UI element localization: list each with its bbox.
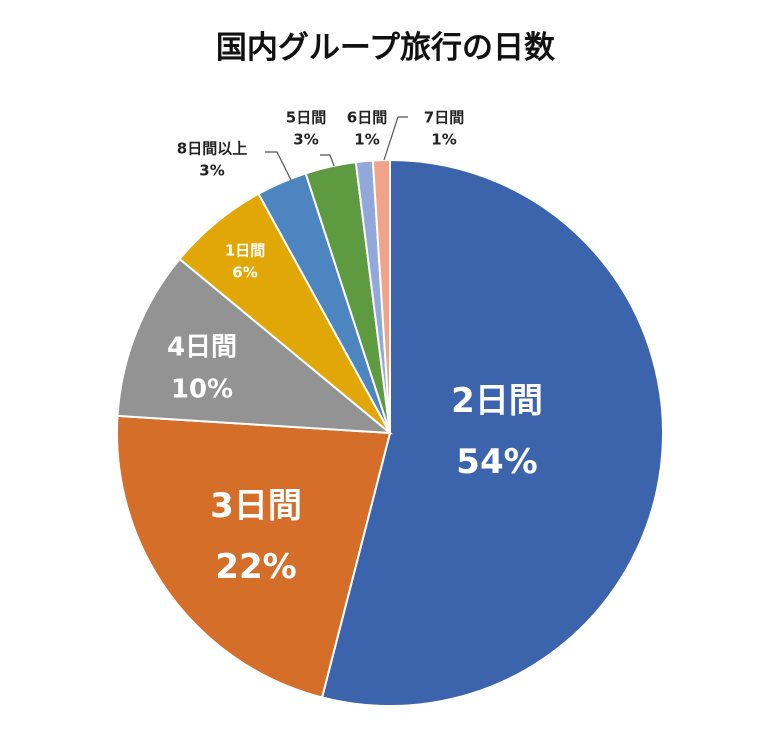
pie-slice-0 bbox=[320, 158, 664, 707]
data-label-2days: 2日間 54% bbox=[451, 380, 543, 482]
chart-title: 国内グループ旅行の日数 bbox=[215, 30, 556, 66]
data-label-4days: 4日間 10% bbox=[166, 332, 238, 404]
pie-slice-1 bbox=[116, 414, 392, 699]
leader-line-5 bbox=[320, 154, 335, 167]
pie-slice-2 bbox=[116, 257, 394, 435]
data-label-3days: 3日間 22% bbox=[210, 485, 302, 587]
data-label-6days: 6日間 1% bbox=[346, 108, 388, 148]
leader-line-8 bbox=[265, 151, 292, 181]
data-label-5days: 5日間 3% bbox=[285, 108, 327, 148]
data-label-7days: 7日間 1% bbox=[423, 108, 465, 148]
data-label-1day: 1日間 6% bbox=[224, 241, 266, 281]
pie-slice-7 bbox=[371, 158, 391, 434]
leader-line-7 bbox=[383, 116, 408, 161]
data-label-8days-plus: 8日間以上 3% bbox=[176, 139, 248, 179]
leader-lines bbox=[265, 116, 408, 181]
